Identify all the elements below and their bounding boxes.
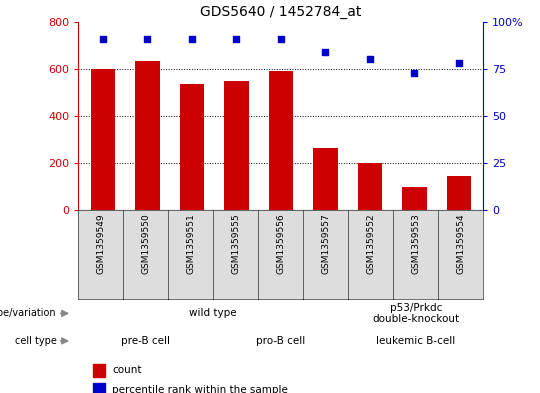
Text: GSM1359555: GSM1359555 <box>231 213 240 274</box>
Text: GSM1359554: GSM1359554 <box>456 213 465 274</box>
Bar <box>93 364 105 377</box>
Text: GSM1359549: GSM1359549 <box>96 213 105 274</box>
Text: wild type: wild type <box>190 309 237 318</box>
Text: genotype/variation: genotype/variation <box>0 309 56 318</box>
Title: GDS5640 / 1452784_at: GDS5640 / 1452784_at <box>200 5 361 19</box>
Text: cell type: cell type <box>15 336 56 346</box>
Point <box>187 35 196 42</box>
Point <box>321 49 329 55</box>
Bar <box>135 61 159 210</box>
Point <box>143 35 152 42</box>
Text: leukemic B-cell: leukemic B-cell <box>376 336 455 346</box>
Bar <box>224 81 248 210</box>
Bar <box>93 383 105 393</box>
Bar <box>313 148 338 210</box>
Bar <box>91 69 115 210</box>
Bar <box>357 163 382 210</box>
Text: GSM1359550: GSM1359550 <box>141 213 150 274</box>
Text: GSM1359556: GSM1359556 <box>276 213 285 274</box>
Text: p53/Prkdc
double-knockout: p53/Prkdc double-knockout <box>372 303 460 324</box>
Text: count: count <box>112 365 141 375</box>
Point <box>366 56 374 62</box>
Text: GSM1359551: GSM1359551 <box>186 213 195 274</box>
Point <box>455 60 463 66</box>
Text: pre-B cell: pre-B cell <box>122 336 170 346</box>
Point <box>232 35 241 42</box>
Bar <box>402 187 427 210</box>
Point <box>276 35 285 42</box>
Text: GSM1359557: GSM1359557 <box>321 213 330 274</box>
Point <box>410 70 418 76</box>
Text: GSM1359553: GSM1359553 <box>411 213 420 274</box>
Text: GSM1359552: GSM1359552 <box>366 213 375 274</box>
Text: pro-B cell: pro-B cell <box>256 336 306 346</box>
Bar <box>179 84 204 210</box>
Bar <box>447 176 471 210</box>
Bar <box>268 71 293 210</box>
Text: percentile rank within the sample: percentile rank within the sample <box>112 385 288 393</box>
Point <box>98 35 107 42</box>
